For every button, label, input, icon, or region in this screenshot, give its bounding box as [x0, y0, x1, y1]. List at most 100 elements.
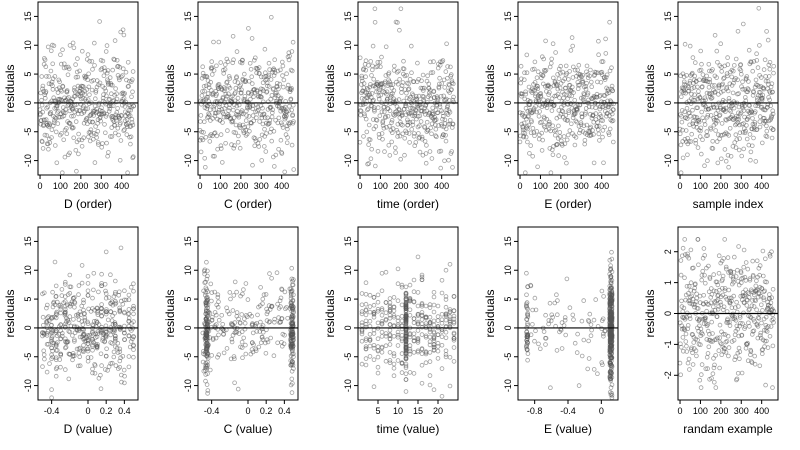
- data-point: [389, 120, 394, 125]
- data-point: [91, 270, 97, 276]
- data-point: [533, 307, 539, 313]
- x-tick-label: 400: [754, 181, 769, 191]
- y-axis-label: residuals: [163, 289, 177, 337]
- data-point: [702, 95, 708, 100]
- data-point: [204, 294, 210, 300]
- data-point: [383, 333, 389, 339]
- data-point: [359, 329, 365, 335]
- data-point: [734, 116, 740, 122]
- data-point: [544, 105, 550, 111]
- data-point: [94, 345, 100, 351]
- data-point: [290, 334, 295, 340]
- data-point: [436, 123, 441, 128]
- data-point: [691, 85, 697, 90]
- data-point: [682, 109, 687, 115]
- data-point: [450, 81, 456, 87]
- data-point: [427, 373, 433, 378]
- data-point: [370, 43, 376, 49]
- y-axis-label: residuals: [3, 64, 17, 112]
- data-point: [403, 306, 409, 312]
- data-point: [736, 91, 741, 96]
- data-point: [569, 84, 575, 90]
- data-point: [76, 363, 81, 369]
- data-point: [554, 82, 560, 87]
- data-point: [256, 65, 262, 70]
- data-point: [595, 371, 600, 377]
- data-point: [227, 85, 233, 91]
- data-point: [737, 130, 743, 136]
- data-point: [212, 154, 217, 159]
- data-point: [229, 336, 235, 342]
- data-point: [273, 93, 279, 98]
- data-point: [698, 326, 704, 332]
- data-point: [407, 370, 413, 375]
- data-point: [66, 95, 71, 100]
- data-point: [368, 59, 374, 64]
- data-point: [704, 308, 709, 314]
- data-point: [541, 97, 546, 103]
- data-point: [704, 73, 709, 79]
- data-point: [741, 264, 746, 270]
- data-point: [78, 91, 83, 96]
- data-point: [550, 123, 555, 129]
- data-point: [126, 297, 132, 303]
- data-point: [247, 60, 253, 66]
- y-tick-label: -1: [663, 340, 673, 348]
- data-point: [61, 137, 66, 143]
- data-point: [540, 137, 545, 143]
- data-point: [379, 306, 385, 311]
- data-point: [113, 291, 118, 297]
- data-point: [737, 122, 742, 128]
- data-point: [250, 113, 256, 118]
- data-point: [71, 113, 76, 119]
- data-point: [369, 67, 375, 73]
- data-point: [288, 291, 294, 297]
- data-point: [754, 127, 760, 132]
- data-point: [384, 91, 389, 97]
- data-point: [546, 321, 551, 327]
- data-point: [113, 278, 118, 284]
- data-point: [743, 287, 748, 293]
- data-point: [771, 70, 776, 76]
- data-point: [733, 274, 739, 279]
- data-point: [689, 70, 695, 76]
- data-point: [49, 356, 54, 362]
- data-point: [357, 55, 363, 61]
- data-point: [576, 383, 582, 388]
- data-point: [555, 298, 560, 303]
- data-point: [431, 88, 437, 94]
- data-point: [760, 92, 765, 98]
- y-tick-label: 15: [23, 236, 33, 246]
- data-point: [562, 315, 568, 320]
- data-point: [771, 320, 776, 325]
- data-point: [736, 282, 742, 288]
- data-point: [383, 343, 389, 349]
- data-point: [771, 64, 776, 69]
- data-point: [119, 379, 124, 385]
- data-point: [451, 337, 457, 343]
- data-point: [753, 298, 758, 304]
- data-point: [750, 68, 755, 74]
- data-point: [679, 298, 684, 304]
- data-point: [401, 58, 406, 64]
- x-axis-label: D (value): [64, 422, 113, 436]
- data-point: [269, 114, 275, 120]
- data-point: [131, 281, 136, 287]
- data-point: [90, 342, 95, 348]
- data-point: [387, 327, 393, 333]
- data-point: [278, 120, 284, 126]
- data-point: [767, 333, 773, 339]
- data-point: [419, 134, 425, 140]
- data-point: [697, 377, 703, 383]
- x-tick-label: 300: [734, 181, 749, 191]
- data-point: [242, 94, 248, 99]
- data-point: [72, 339, 77, 344]
- data-point: [216, 82, 222, 87]
- data-point: [106, 295, 112, 300]
- data-point: [752, 361, 758, 367]
- data-point: [743, 345, 749, 351]
- data-point: [524, 292, 529, 298]
- data-point: [103, 295, 109, 301]
- data-point: [108, 272, 113, 278]
